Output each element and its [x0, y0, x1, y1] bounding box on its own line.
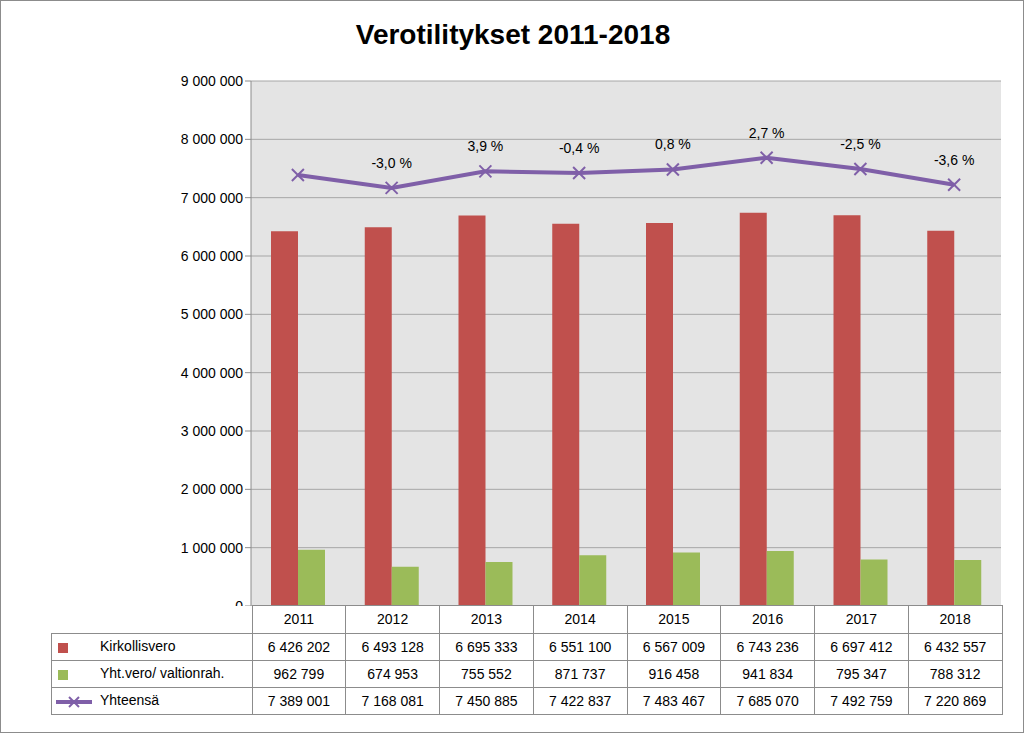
svg-text:8 000 000: 8 000 000: [181, 131, 243, 147]
html-text:2018: 2018: [939, 611, 971, 628]
svg-text:-3,0 %: -3,0 %: [371, 155, 411, 171]
html-text:7 483 467: 7 483 467: [642, 692, 705, 709]
html-text:916 458: 916 458: [648, 665, 700, 682]
svg-text:2,7 %: 2,7 %: [749, 125, 785, 141]
html-text:7 685 070: 7 685 070: [736, 692, 799, 709]
svg-text:4 000 000: 4 000 000: [181, 365, 243, 381]
html-text:Yhteensä: Yhteensä: [100, 692, 160, 709]
svg-text:7 000 000: 7 000 000: [181, 190, 243, 206]
html-text:674 953: 674 953: [367, 665, 418, 682]
html-text:6 493 128: 6 493 128: [361, 638, 424, 655]
html-text:2013: 2013: [470, 611, 502, 628]
html-text:962 799: 962 799: [273, 665, 325, 682]
html-text:2017: 2017: [845, 611, 877, 628]
html-text:6 743 236: 6 743 236: [736, 638, 799, 655]
svg-text:-0,4 %: -0,4 %: [559, 140, 599, 156]
html-text:6 432 557: 6 432 557: [924, 638, 987, 655]
html-text:7 450 885: 7 450 885: [455, 692, 518, 709]
html-text:7 492 759: 7 492 759: [830, 692, 893, 709]
svg-text:0: 0: [235, 598, 243, 606]
svg-text:-3,6 %: -3,6 %: [934, 152, 974, 168]
html-text:2012: 2012: [377, 611, 409, 628]
html-text:6 697 412: 6 697 412: [830, 638, 893, 655]
html-text:2014: 2014: [564, 611, 596, 628]
svg-text:3,9 %: 3,9 %: [467, 138, 503, 154]
html-text:6 426 202: 6 426 202: [267, 638, 330, 655]
svg-text:3 000 000: 3 000 000: [181, 423, 243, 439]
html-text:7 389 001: 7 389 001: [267, 692, 330, 709]
html-text:7 422 837: 7 422 837: [549, 692, 612, 709]
svg-text:9 000 000: 9 000 000: [181, 73, 243, 89]
html-text:Verotilitykset 2011-2018: Verotilitykset 2011-2018: [355, 19, 671, 50]
html-text:7 220 869: 7 220 869: [924, 692, 987, 709]
svg-text:1 000 000: 1 000 000: [181, 540, 243, 556]
html-text:755 552: 755 552: [461, 665, 512, 682]
html-text:941 834: 941 834: [742, 665, 793, 682]
html-text:Yht.vero/ valtionrah.: Yht.vero/ valtionrah.: [100, 665, 225, 682]
svg-text:2 000 000: 2 000 000: [181, 481, 243, 497]
svg-text:6 000 000: 6 000 000: [181, 248, 243, 264]
html-text:6 567 009: 6 567 009: [642, 638, 705, 655]
html-text:6 695 333: 6 695 333: [455, 638, 518, 655]
svg-text:-2,5 %: -2,5 %: [840, 136, 880, 152]
html-text:795 347: 795 347: [836, 665, 887, 682]
html-text:Kirkollisvero: Kirkollisvero: [100, 638, 176, 655]
html-text:2016: 2016: [752, 611, 784, 628]
html-text:2011: 2011: [283, 611, 314, 628]
html-text:871 737: 871 737: [554, 665, 606, 682]
html-text:7 168 081: 7 168 081: [361, 692, 424, 709]
svg-text:5 000 000: 5 000 000: [181, 306, 243, 322]
html-text:2015: 2015: [658, 611, 690, 628]
html-text:788 312: 788 312: [929, 665, 981, 682]
svg-text:0,8 %: 0,8 %: [655, 136, 691, 152]
html-text:6 551 100: 6 551 100: [549, 638, 612, 655]
